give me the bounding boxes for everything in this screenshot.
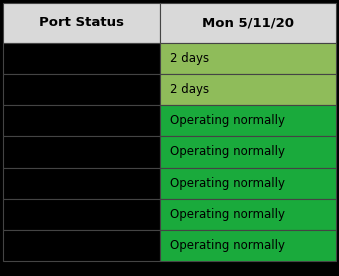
Text: Operating normally: Operating normally <box>170 145 285 158</box>
Bar <box>160 105 336 136</box>
Bar <box>160 74 336 105</box>
Bar <box>3 168 160 199</box>
Text: 2 days: 2 days <box>170 83 209 96</box>
Bar <box>3 199 160 230</box>
Bar <box>3 74 160 105</box>
Text: Mon 5/11/20: Mon 5/11/20 <box>202 16 294 29</box>
Bar <box>160 199 336 230</box>
Text: Operating normally: Operating normally <box>170 208 285 221</box>
Bar <box>3 43 160 74</box>
Text: Port Status: Port Status <box>39 16 124 29</box>
Bar <box>160 168 336 199</box>
Bar <box>160 3 336 43</box>
Bar <box>160 136 336 168</box>
Text: Operating normally: Operating normally <box>170 114 285 127</box>
Bar <box>160 230 336 261</box>
Text: Operating normally: Operating normally <box>170 239 285 252</box>
Bar <box>3 105 160 136</box>
Text: Operating normally: Operating normally <box>170 177 285 190</box>
Bar <box>3 136 160 168</box>
Bar <box>3 3 160 43</box>
Text: 2 days: 2 days <box>170 52 209 65</box>
Bar <box>3 230 160 261</box>
Bar <box>160 43 336 74</box>
